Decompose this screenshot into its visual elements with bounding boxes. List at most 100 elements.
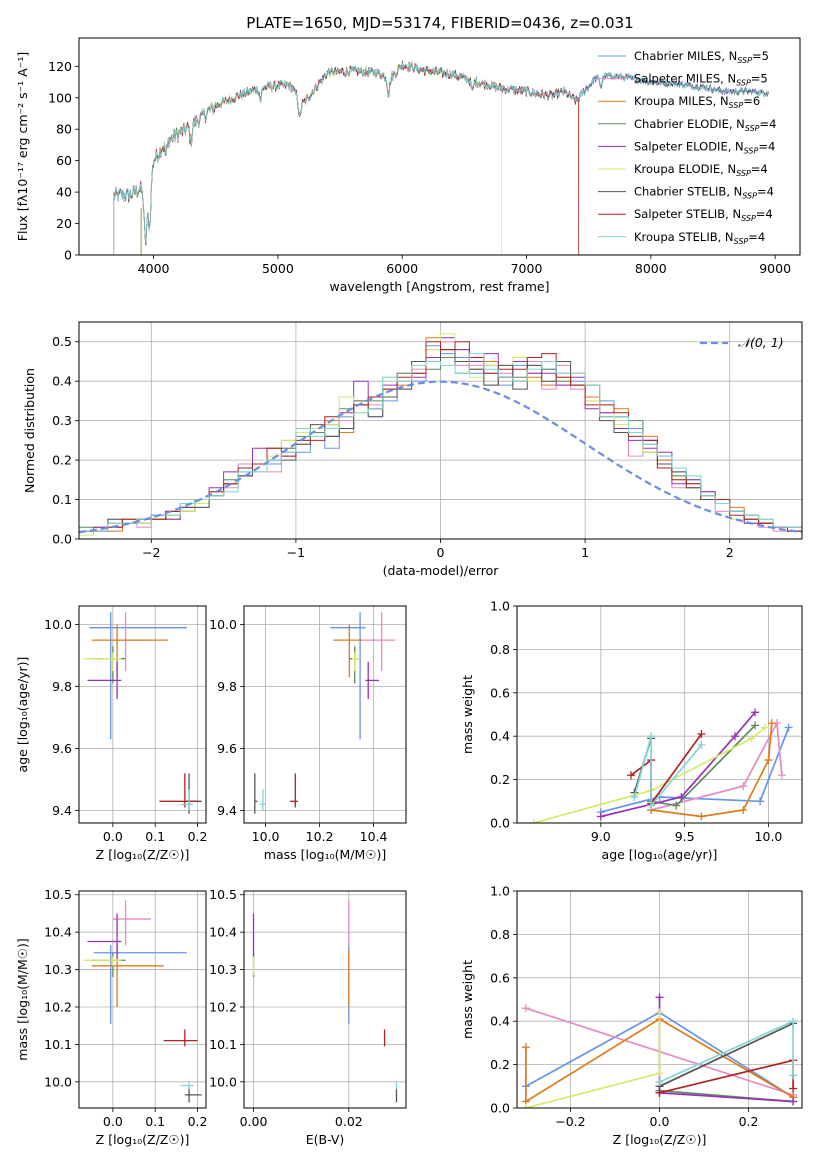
- error-bar-marker: [184, 1087, 202, 1103]
- x-axis-label: Z [log₁₀(Z/Z☉)]: [96, 1132, 190, 1147]
- plot-area: [79, 333, 802, 536]
- x-axis-label: mass [log₁₀(M/M☉)]: [264, 847, 386, 862]
- histogram-step: [79, 353, 802, 532]
- error-bar-marker: [260, 788, 266, 811]
- y-tick-label: 10.1: [209, 1037, 237, 1052]
- x-tick-label: 0.1: [145, 1114, 165, 1129]
- plot-area: [252, 900, 398, 1103]
- y-axis-label: age [log₁₀(age/yr)]: [15, 657, 30, 773]
- plus-marker: [521, 1104, 530, 1108]
- x-tick-label: 0.00: [240, 1114, 268, 1129]
- y-tick-label: 0.2: [52, 453, 72, 468]
- legend-value: =6: [743, 94, 760, 108]
- legend-label: Chabrier MILES, NSSP=5: [634, 49, 769, 65]
- plus-marker: [647, 801, 656, 810]
- x-tick-label: 9000: [759, 261, 791, 276]
- weight-line: [600, 727, 790, 813]
- y-tick-label: 10.1: [44, 1037, 72, 1052]
- grid: [244, 891, 406, 1108]
- x-tick-label: 0.2: [188, 1114, 208, 1129]
- x-tick-label: 0: [437, 545, 445, 560]
- error-bar-marker: [112, 900, 151, 946]
- legend-label: Chabrier ELODIE, NSSP=4: [634, 117, 776, 133]
- y-tick-label: 0.5: [52, 334, 72, 349]
- error-bar-marker: [91, 646, 126, 684]
- weight-line: [533, 726, 766, 823]
- y-tick-label: 10.4: [44, 925, 72, 940]
- y-tick-label: 9.6: [217, 741, 237, 756]
- y-tick-label: 0.2: [490, 1057, 510, 1072]
- error-bar-marker: [362, 612, 396, 672]
- metallicity-mass-weight-panel: −0.2 0.0 0.2 0.0 0.2 0.4 0.6 0.8 1.0 Z [log₁₀(Z/Z…: [460, 884, 803, 1147]
- weight-line: [600, 711, 756, 818]
- plus-marker: [672, 801, 681, 810]
- x-tick-label: 10.0: [755, 829, 783, 844]
- legend-value: =4: [758, 139, 775, 153]
- y-tick-label: 0.0: [490, 816, 510, 831]
- y-tick-label: 0.8: [490, 642, 510, 657]
- y-tick-label: 10.3: [44, 962, 72, 977]
- y-tick-label: 10.3: [209, 962, 237, 977]
- legend-subscript: SSP: [736, 169, 751, 178]
- y-tick-label: 0.4: [490, 729, 510, 744]
- error-bar-marker: [87, 913, 122, 959]
- y-tick-label: 0.6: [490, 685, 510, 700]
- y-tick-label: 0.4: [490, 1014, 510, 1029]
- mass-age-panel: 10.0 10.2 10.4 9.4 9.6 9.8 10.0 mass [log₁₀(M/M…: [209, 605, 407, 862]
- plus-marker: [521, 1004, 530, 1013]
- plus-marker: [647, 732, 656, 741]
- y-tick-label: 10.5: [44, 887, 72, 902]
- plus-marker: [521, 1043, 530, 1052]
- legend-value: =4: [748, 230, 765, 244]
- x-axis-label: Z [log₁₀(Z/Z☉)]: [96, 847, 190, 862]
- legend-label: 𝒩(0, 1): [738, 335, 784, 350]
- residual-histogram-panel: −2 −1 0 1 2 0.0 0.1 0.2 0.3 0.4 0.5 (data-model)/er…: [22, 321, 803, 578]
- x-tick-label: 8000: [635, 261, 667, 276]
- x-tick-label: 0.0: [103, 829, 123, 844]
- y-tick-label: 9.4: [52, 803, 72, 818]
- error-bar-marker: [289, 773, 298, 808]
- plus-marker: [751, 721, 760, 730]
- x-tick-label: 0.0: [650, 1114, 670, 1129]
- y-tick-label: 0.1: [52, 492, 72, 507]
- x-tick-label: 0.2: [188, 829, 208, 844]
- weight-line: [633, 735, 703, 808]
- error-bar-marker: [333, 624, 363, 678]
- plus-marker: [627, 771, 635, 780]
- y-tick-label: 10.0: [44, 1074, 72, 1089]
- y-tick-label: 0.2: [490, 772, 510, 787]
- plus-marker: [596, 812, 605, 821]
- plus-marker: [739, 805, 748, 814]
- y-tick-label: 60: [56, 153, 72, 168]
- error-bar-marker: [365, 661, 379, 699]
- y-tick-label: 10.2: [44, 999, 72, 1014]
- plus-marker: [529, 819, 538, 823]
- spectrum-line: [113, 61, 769, 244]
- plot-area: [254, 612, 396, 814]
- histogram-step: [79, 341, 802, 532]
- spectrum-panel: 4000 5000 6000 7000 8000 9000 0 20 40 60 80 100 120 w…: [15, 37, 801, 294]
- y-axis-label: Normed distribution: [22, 368, 37, 493]
- error-bar-marker: [91, 624, 168, 678]
- plus-marker: [697, 812, 706, 821]
- error-bar-marker: [89, 612, 187, 740]
- plus-marker: [655, 1088, 664, 1097]
- x-axis-label: (data-model)/error: [383, 563, 500, 578]
- y-tick-label: 20: [56, 216, 72, 231]
- x-tick-label: 1: [581, 545, 589, 560]
- error-bar-marker: [83, 956, 122, 966]
- y-tick-label: 9.8: [52, 679, 72, 694]
- plus-marker: [789, 1017, 798, 1026]
- y-tick-label: 1.0: [490, 884, 510, 899]
- x-tick-label: 0.02: [335, 1114, 363, 1129]
- legend-label: Kroupa MILES, NSSP=6: [634, 94, 760, 110]
- plus-marker: [789, 1097, 798, 1106]
- y-tick-label: 40: [56, 185, 72, 200]
- y-tick-label: 10.0: [44, 617, 72, 632]
- x-tick-label: 0.2: [739, 1114, 759, 1129]
- age-mass-weight-panel: 9.0 9.5 10.0 0.0 0.2 0.4 0.6 0.8 1.0 age [log₁₀(a…: [460, 599, 803, 862]
- grid: [79, 606, 206, 823]
- y-tick-label: 80: [56, 122, 72, 137]
- y-tick-label: 10.5: [209, 887, 237, 902]
